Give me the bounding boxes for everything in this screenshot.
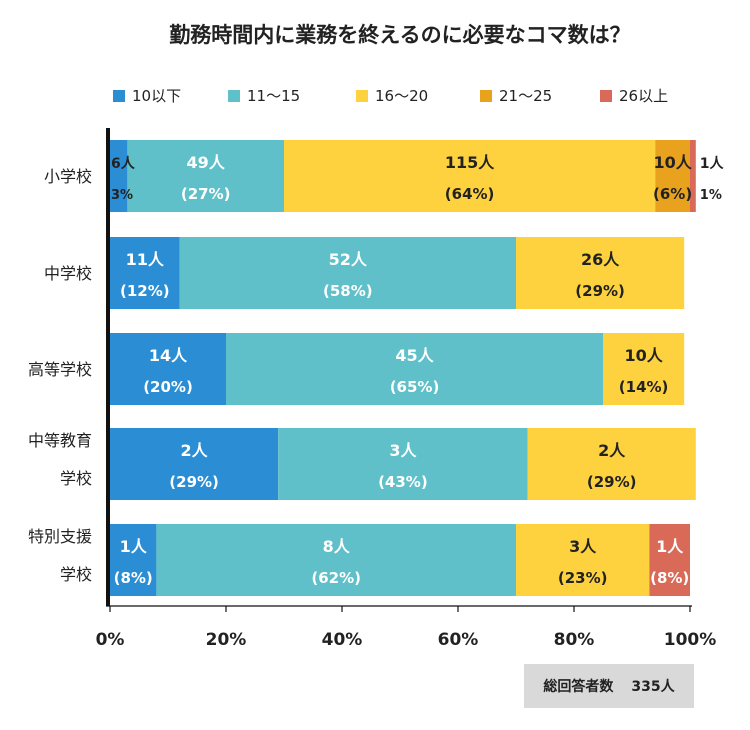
data-label-count-r0-s2: 115人: [445, 153, 495, 172]
data-label-percent-r2-s2: (14%): [619, 378, 669, 396]
data-label-count-r1-s1: 52人: [329, 250, 368, 269]
data-label-percent-r4-s0: (8%): [114, 569, 153, 587]
x-tick-label-5: 100%: [664, 630, 717, 650]
legend-swatch-0: [113, 90, 125, 102]
data-label-percent-r3-s0: (29%): [169, 473, 219, 491]
x-tick-label-2: 40%: [322, 630, 363, 650]
bar-segment-r4-s4: [649, 524, 690, 596]
category-label-1: 中学校: [44, 264, 92, 283]
data-label-count-r1-s2: 26人: [581, 250, 620, 269]
legend-label-0: 10以下: [132, 87, 181, 105]
data-label-count-r4-s2: 3人: [569, 537, 597, 556]
data-label-count-r2-s2: 10人: [624, 346, 663, 365]
legend-label-4: 26以上: [619, 87, 668, 105]
data-label-count-r1-s0: 11人: [126, 250, 165, 269]
data-label-count-r4-s1: 8人: [323, 537, 351, 556]
category-label-3-line-1: 学校: [60, 469, 92, 488]
category-label-4-line-1: 学校: [60, 565, 92, 584]
data-label-percent-r1-s0: (12%): [120, 282, 170, 300]
bar-segment-r1-s0: [110, 237, 180, 309]
data-label-count-r0-s1: 49人: [187, 153, 226, 172]
data-label-count-r0-s3: 10人: [653, 153, 692, 172]
data-label-count-r4-s0: 1人: [120, 537, 148, 556]
bar-segment-r0-s4: [690, 140, 696, 212]
bar-segment-r3-s0: [110, 428, 279, 500]
legend-swatch-3: [480, 90, 492, 102]
legend-swatch-1: [228, 90, 240, 102]
data-label-count-r0-s0: 6人: [111, 155, 136, 172]
data-label-count-r3-s0: 2人: [181, 441, 209, 460]
data-label-percent-r0-s4: 1%: [700, 188, 722, 203]
legend-label-2: 16〜20: [375, 87, 428, 105]
bar-segment-r0-s3: [655, 140, 690, 212]
data-label-count-r2-s0: 14人: [149, 346, 188, 365]
axes: [106, 128, 692, 612]
data-label-percent-r2-s1: (65%): [390, 378, 440, 396]
bar-segment-r0-s1: [127, 140, 285, 212]
x-tick-label-0: 0%: [96, 630, 125, 650]
legend-swatch-4: [600, 90, 612, 102]
data-label-percent-r0-s2: (64%): [445, 185, 495, 203]
x-tick-label-4: 80%: [554, 630, 595, 650]
bar-segment-r3-s2: [527, 428, 696, 500]
data-label-count-r4-s4: 1人: [656, 537, 684, 556]
bar-segment-r2-s1: [226, 333, 603, 405]
bars: 6人 3% 49人 (27%) 115人 (64%) 10人 (6%) 1人 1% 11人 (12%)…: [110, 140, 725, 596]
x-tick-label-1: 20%: [206, 630, 247, 650]
data-label-percent-r1-s2: (29%): [575, 282, 625, 300]
category-label-4-line-0: 特別支援: [28, 527, 92, 546]
data-label-percent-r0-s3: (6%): [653, 185, 692, 203]
total-respondents-box: 総回答者数 335人: [524, 664, 694, 708]
category-label-3-line-0: 中等教育: [28, 431, 92, 450]
bar-segment-r3-s1: [278, 428, 528, 500]
data-label-percent-r4-s4: (8%): [650, 569, 689, 587]
chart-title: 勤務時間内に業務を終えるのに必要なコマ数は？: [169, 23, 630, 47]
category-label-2: 高等学校: [28, 360, 92, 379]
data-label-percent-r1-s1: (58%): [323, 282, 373, 300]
bar-segment-r4-s1: [156, 524, 516, 596]
x-tick-label-3: 60%: [438, 630, 479, 650]
data-label-count-r3-s1: 3人: [389, 441, 417, 460]
data-label-percent-r4-s2: (23%): [558, 569, 608, 587]
legend: 10以下 11〜15 16〜20 21〜25 26以上: [113, 87, 668, 105]
bar-segment-r0-s0: [110, 140, 128, 212]
data-label-count-r2-s1: 45人: [395, 346, 434, 365]
bar-segment-r1-s1: [179, 237, 516, 309]
total-respondents-value: 335人: [631, 679, 675, 695]
bar-segment-r1-s2: [516, 237, 685, 309]
bar-segment-r4-s0: [110, 524, 157, 596]
bar-segment-r4-s2: [516, 524, 650, 596]
data-label-count-r3-s2: 2人: [598, 441, 626, 460]
legend-label-1: 11〜15: [247, 87, 300, 105]
category-label-0: 小学校: [44, 167, 92, 186]
bar-segment-r2-s2: [603, 333, 685, 405]
total-respondents-label: 総回答者数: [543, 679, 614, 695]
data-label-percent-r4-s1: (62%): [311, 569, 361, 587]
data-label-percent-r3-s1: (43%): [378, 473, 428, 491]
bar-segment-r2-s0: [110, 333, 226, 405]
x-tick-labels: 0% 20% 40% 60% 80% 100%: [96, 630, 717, 650]
legend-swatch-2: [356, 90, 368, 102]
bar-segment-r0-s2: [284, 140, 656, 212]
data-label-percent-r3-s2: (29%): [587, 473, 637, 491]
legend-label-3: 21〜25: [499, 87, 552, 105]
data-label-percent-r0-s1: (27%): [181, 185, 231, 203]
data-label-count-r0-s4: 1人: [700, 155, 725, 172]
data-label-percent-r0-s0: 3%: [111, 188, 133, 203]
data-label-percent-r2-s0: (20%): [143, 378, 193, 396]
